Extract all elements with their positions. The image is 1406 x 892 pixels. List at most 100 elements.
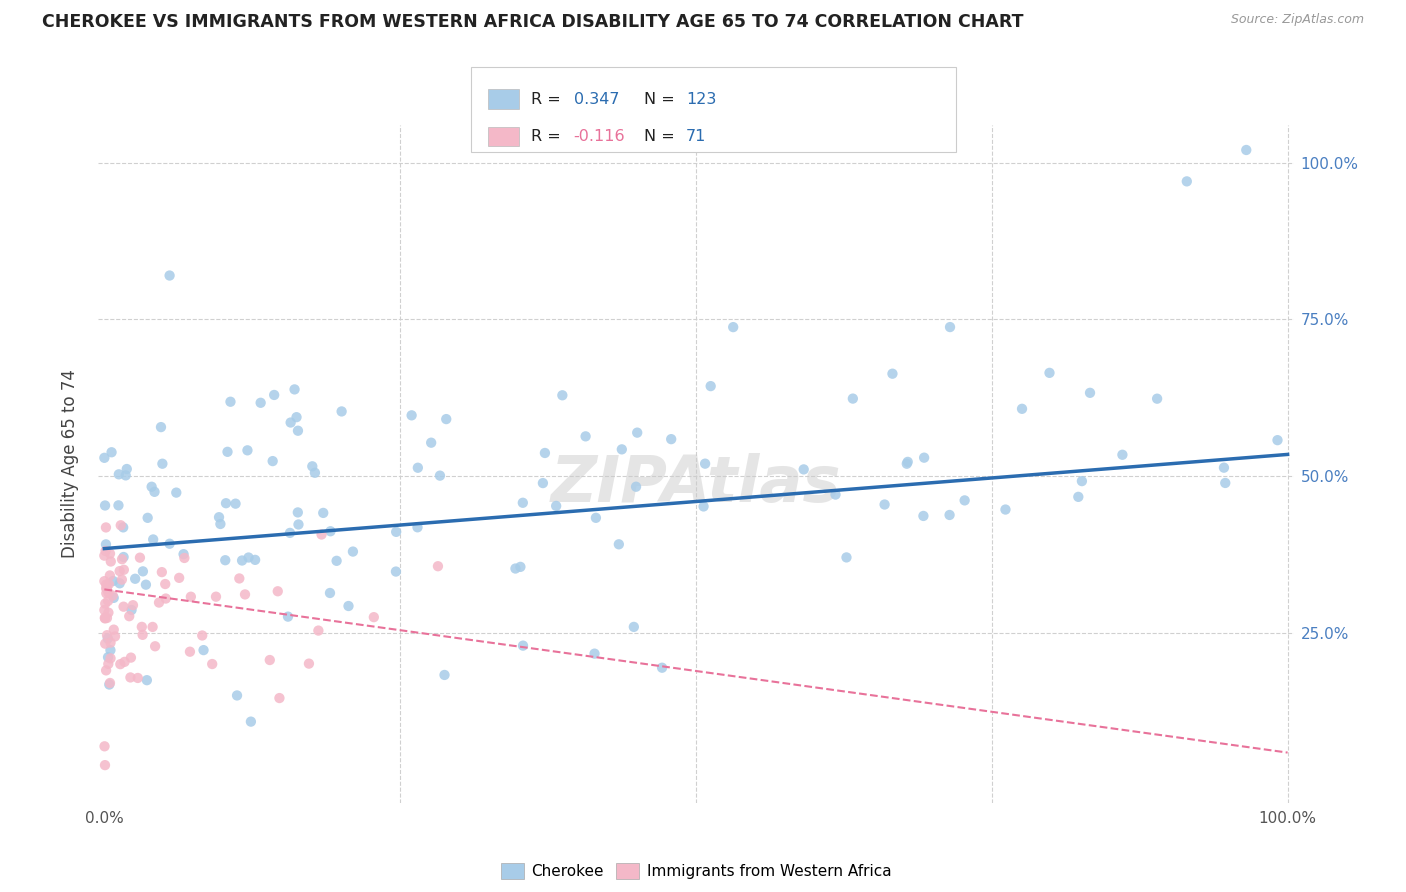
Point [1213, 460, 1236, 475]
Point [406, 460, 429, 475]
Point [120, 650, 142, 665]
Point [651, 661, 673, 675]
Point [96, 586, 118, 600]
Point [263, 388, 285, 402]
Point [215, 496, 238, 510]
Point [100, 635, 122, 649]
Point [512, 639, 534, 653]
Text: 123: 123 [686, 92, 717, 107]
Point [150, 565, 173, 579]
Point [94, 758, 117, 772]
Point [114, 655, 136, 669]
Point [277, 609, 299, 624]
Point [149, 420, 172, 434]
Point [148, 596, 170, 610]
Point [342, 544, 364, 558]
Point [165, 485, 187, 500]
Point [122, 598, 145, 612]
Point [94, 577, 117, 591]
Point [226, 689, 249, 703]
Text: Source: ZipAtlas.com: Source: ZipAtlas.com [1230, 13, 1364, 27]
Point [426, 559, 449, 574]
Point [96, 628, 118, 642]
Point [97, 650, 120, 665]
Point [287, 424, 309, 438]
Point [534, 446, 557, 460]
Point [509, 560, 531, 574]
Point [420, 435, 443, 450]
Point [94, 597, 117, 611]
Point [173, 547, 195, 561]
Point [127, 671, 149, 685]
Point [97, 594, 120, 608]
Point [94, 664, 117, 678]
Point [259, 653, 281, 667]
Point [1234, 143, 1257, 157]
Point [97, 632, 120, 646]
Point [103, 623, 125, 637]
Point [312, 506, 335, 520]
Text: -0.116: -0.116 [574, 128, 626, 144]
Point [191, 628, 214, 642]
Point [101, 589, 124, 603]
Point [319, 524, 342, 539]
Point [114, 468, 136, 483]
Text: R =: R = [531, 92, 567, 107]
Point [98, 568, 121, 582]
Point [512, 496, 534, 510]
Point [120, 670, 142, 684]
Point [108, 467, 131, 482]
Point [103, 591, 125, 605]
Point [693, 457, 716, 471]
Point [93, 574, 115, 589]
Point [283, 383, 305, 397]
Point [111, 552, 134, 566]
Point [107, 499, 129, 513]
Point [1146, 392, 1168, 406]
Point [298, 657, 321, 671]
Point [201, 657, 224, 671]
Point [97, 577, 120, 591]
Point [98, 677, 121, 691]
Point [301, 459, 323, 474]
Text: 71: 71 [686, 128, 706, 144]
Text: N =: N = [644, 128, 681, 144]
Point [699, 379, 721, 393]
Point [1011, 401, 1033, 416]
Point [363, 610, 385, 624]
Point [131, 628, 153, 642]
Point [110, 518, 132, 533]
Point [94, 520, 117, 534]
Point [912, 508, 935, 523]
Point [231, 553, 253, 567]
Point [219, 394, 242, 409]
Point [278, 525, 301, 540]
Point [551, 388, 574, 402]
Point [269, 691, 291, 706]
Point [112, 599, 135, 614]
Point [93, 739, 115, 754]
Point [243, 553, 266, 567]
Point [217, 445, 239, 459]
Point [112, 520, 135, 534]
Text: CHEROKEE VS IMMIGRANTS FROM WESTERN AFRICA DISABILITY AGE 65 TO 74 CORRELATION C: CHEROKEE VS IMMIGRANTS FROM WESTERN AFRI… [42, 13, 1024, 31]
Point [953, 493, 976, 508]
Point [205, 590, 228, 604]
Point [1111, 448, 1133, 462]
Point [287, 505, 309, 519]
Point [939, 320, 962, 334]
Point [385, 565, 408, 579]
Point [249, 396, 271, 410]
Point [94, 611, 117, 625]
Point [111, 573, 134, 587]
Point [98, 676, 121, 690]
Point [311, 527, 333, 541]
Point [155, 591, 177, 606]
Point [136, 511, 159, 525]
Text: 0.347: 0.347 [574, 92, 619, 107]
Point [882, 367, 904, 381]
Point [824, 487, 846, 501]
Point [94, 611, 117, 625]
Point [93, 450, 115, 465]
Point [208, 510, 231, 524]
